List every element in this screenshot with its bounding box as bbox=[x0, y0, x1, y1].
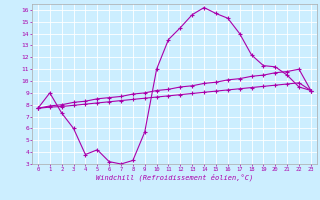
X-axis label: Windchill (Refroidissement éolien,°C): Windchill (Refroidissement éolien,°C) bbox=[96, 173, 253, 181]
